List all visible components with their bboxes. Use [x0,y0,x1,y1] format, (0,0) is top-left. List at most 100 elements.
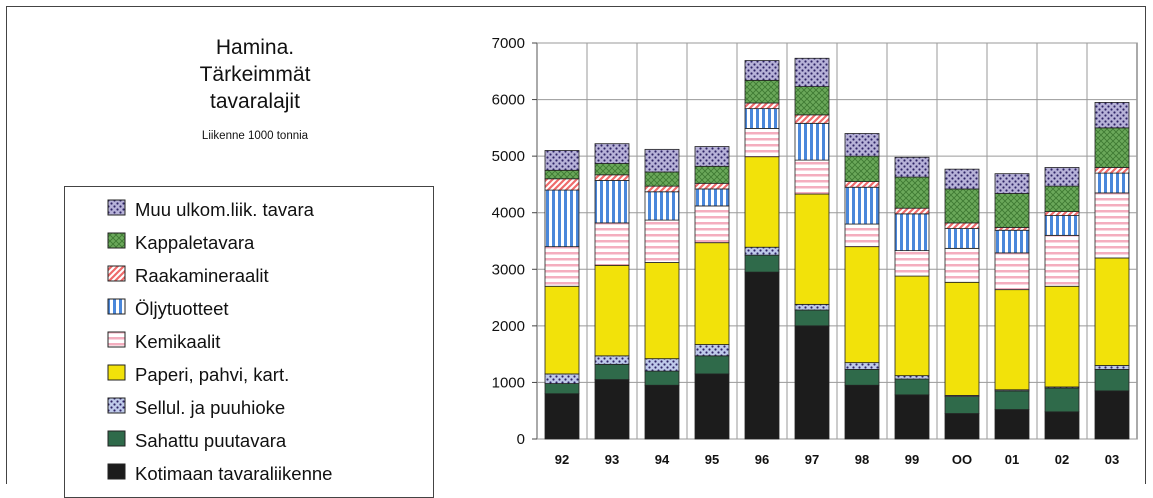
bar-segment [1094,257,1130,366]
legend: Muu ulkom.liik. tavara Kappaletavara Raaka… [64,186,434,498]
y-tick-label: 0 [517,431,525,448]
bar-segment [944,413,980,440]
bar-segment [694,188,730,207]
bar-segment [994,193,1030,228]
title-line-2: Tärkeimmät [199,63,311,86]
bar-segment [794,114,830,124]
bar-segment [644,191,680,221]
legend-label: Kappaletavara [135,232,255,253]
bar-segment [894,375,930,380]
bar-segment [1094,172,1130,194]
bar-segment [994,227,1030,231]
bar-segment [544,150,580,171]
chart-subtitle: Liikenne 1000 tonnia [201,130,309,142]
bar-segment [994,173,1030,194]
y-tick-label: 3000 [492,261,525,278]
bar-segment [1044,185,1080,212]
bar-segment [894,176,930,209]
bar-segment [844,362,880,370]
bar-segment [894,275,930,377]
bar-segment [794,303,830,311]
bar-segment [694,344,730,357]
bar-segment [694,182,730,190]
bar-segment [1094,365,1130,370]
bar-segment [894,213,930,252]
bar-segment [794,86,830,116]
bar-segment [1044,234,1080,287]
title-line-3: tavaralajit [210,90,300,113]
legend-swatch [107,199,126,216]
bar-segment [944,247,980,283]
bar-segment [644,262,680,360]
bar-segment [594,143,630,164]
bar-segment [1094,102,1130,129]
bar-segment [1094,369,1130,392]
bar-segment [794,325,830,440]
bar-segment [694,205,730,244]
bar-segment [1094,127,1130,168]
x-tick-label: 98 [855,452,869,467]
y-tick-label: 5000 [492,148,525,165]
bar-segment [744,60,780,81]
chart-frame [6,6,1146,484]
bar-segment [544,373,580,384]
y-tick-label: 2000 [492,318,525,335]
bar-segment [644,358,680,372]
bar-segment [944,188,980,224]
x-tick-label: 95 [705,452,719,467]
x-tick-label: 99 [905,452,919,467]
x-tick-label: 96 [755,452,769,467]
bar-segment [844,155,880,182]
bar-segment [694,146,730,167]
x-tick-label: 02 [1055,452,1069,467]
legend-swatch [107,463,126,480]
bar-segment [794,57,830,87]
bar-segment [544,178,580,191]
stacked-bar-chart: 0 1000 2000 3000 4000 5000 6000 7000 92 93 94 95 96 9… [492,35,1138,467]
bar-segment [594,180,630,224]
x-tick-label: 03 [1105,452,1119,467]
bar-segment [894,207,930,215]
bar-segment [694,355,730,375]
bar-segment [744,108,780,129]
bar-segment [744,156,780,248]
bar-segment [1044,215,1080,236]
bar-segment [594,222,630,266]
bar-segment [994,252,1030,291]
bar-segment [744,79,780,104]
bar-segment [594,174,630,181]
bar-segment [644,384,680,440]
bar-segment [1044,411,1080,440]
bar-segment [644,148,680,173]
x-tick-label: 92 [555,452,569,467]
x-tick-label: 94 [655,452,670,467]
y-tick-label: 1000 [492,374,525,391]
bar-segment [1094,390,1130,440]
bar-segment [544,169,580,180]
bar-segment [944,281,980,396]
legend-label: Öljytuotteet [135,298,229,319]
bar-segment [544,393,580,440]
title-line-1: Hamina. [215,36,295,59]
bar-segment [844,369,880,386]
bar-segment [1044,211,1080,216]
legend-label: Kemikaalit [135,331,221,352]
bar-segment [694,373,730,440]
bar-segment [744,128,780,158]
legend-swatch [107,364,126,381]
legend-label: Raakamineraalit [135,265,269,286]
bar-segment [994,409,1030,440]
bar-segment [744,271,780,440]
legend-label: Muu ulkom.liik. tavara [135,199,314,220]
bar-segment [594,264,630,357]
bar-segment [944,168,980,190]
x-tick-label: 93 [605,452,619,467]
bar-segment [744,246,780,256]
bar-segment [894,250,930,277]
bar-segment [594,355,630,365]
bar-segment [994,390,1030,410]
bar-segment [794,309,830,327]
legend-swatch [107,298,126,315]
bar-segment [1094,192,1130,259]
legend-label: Sellul. ja puuhioke [135,397,286,418]
